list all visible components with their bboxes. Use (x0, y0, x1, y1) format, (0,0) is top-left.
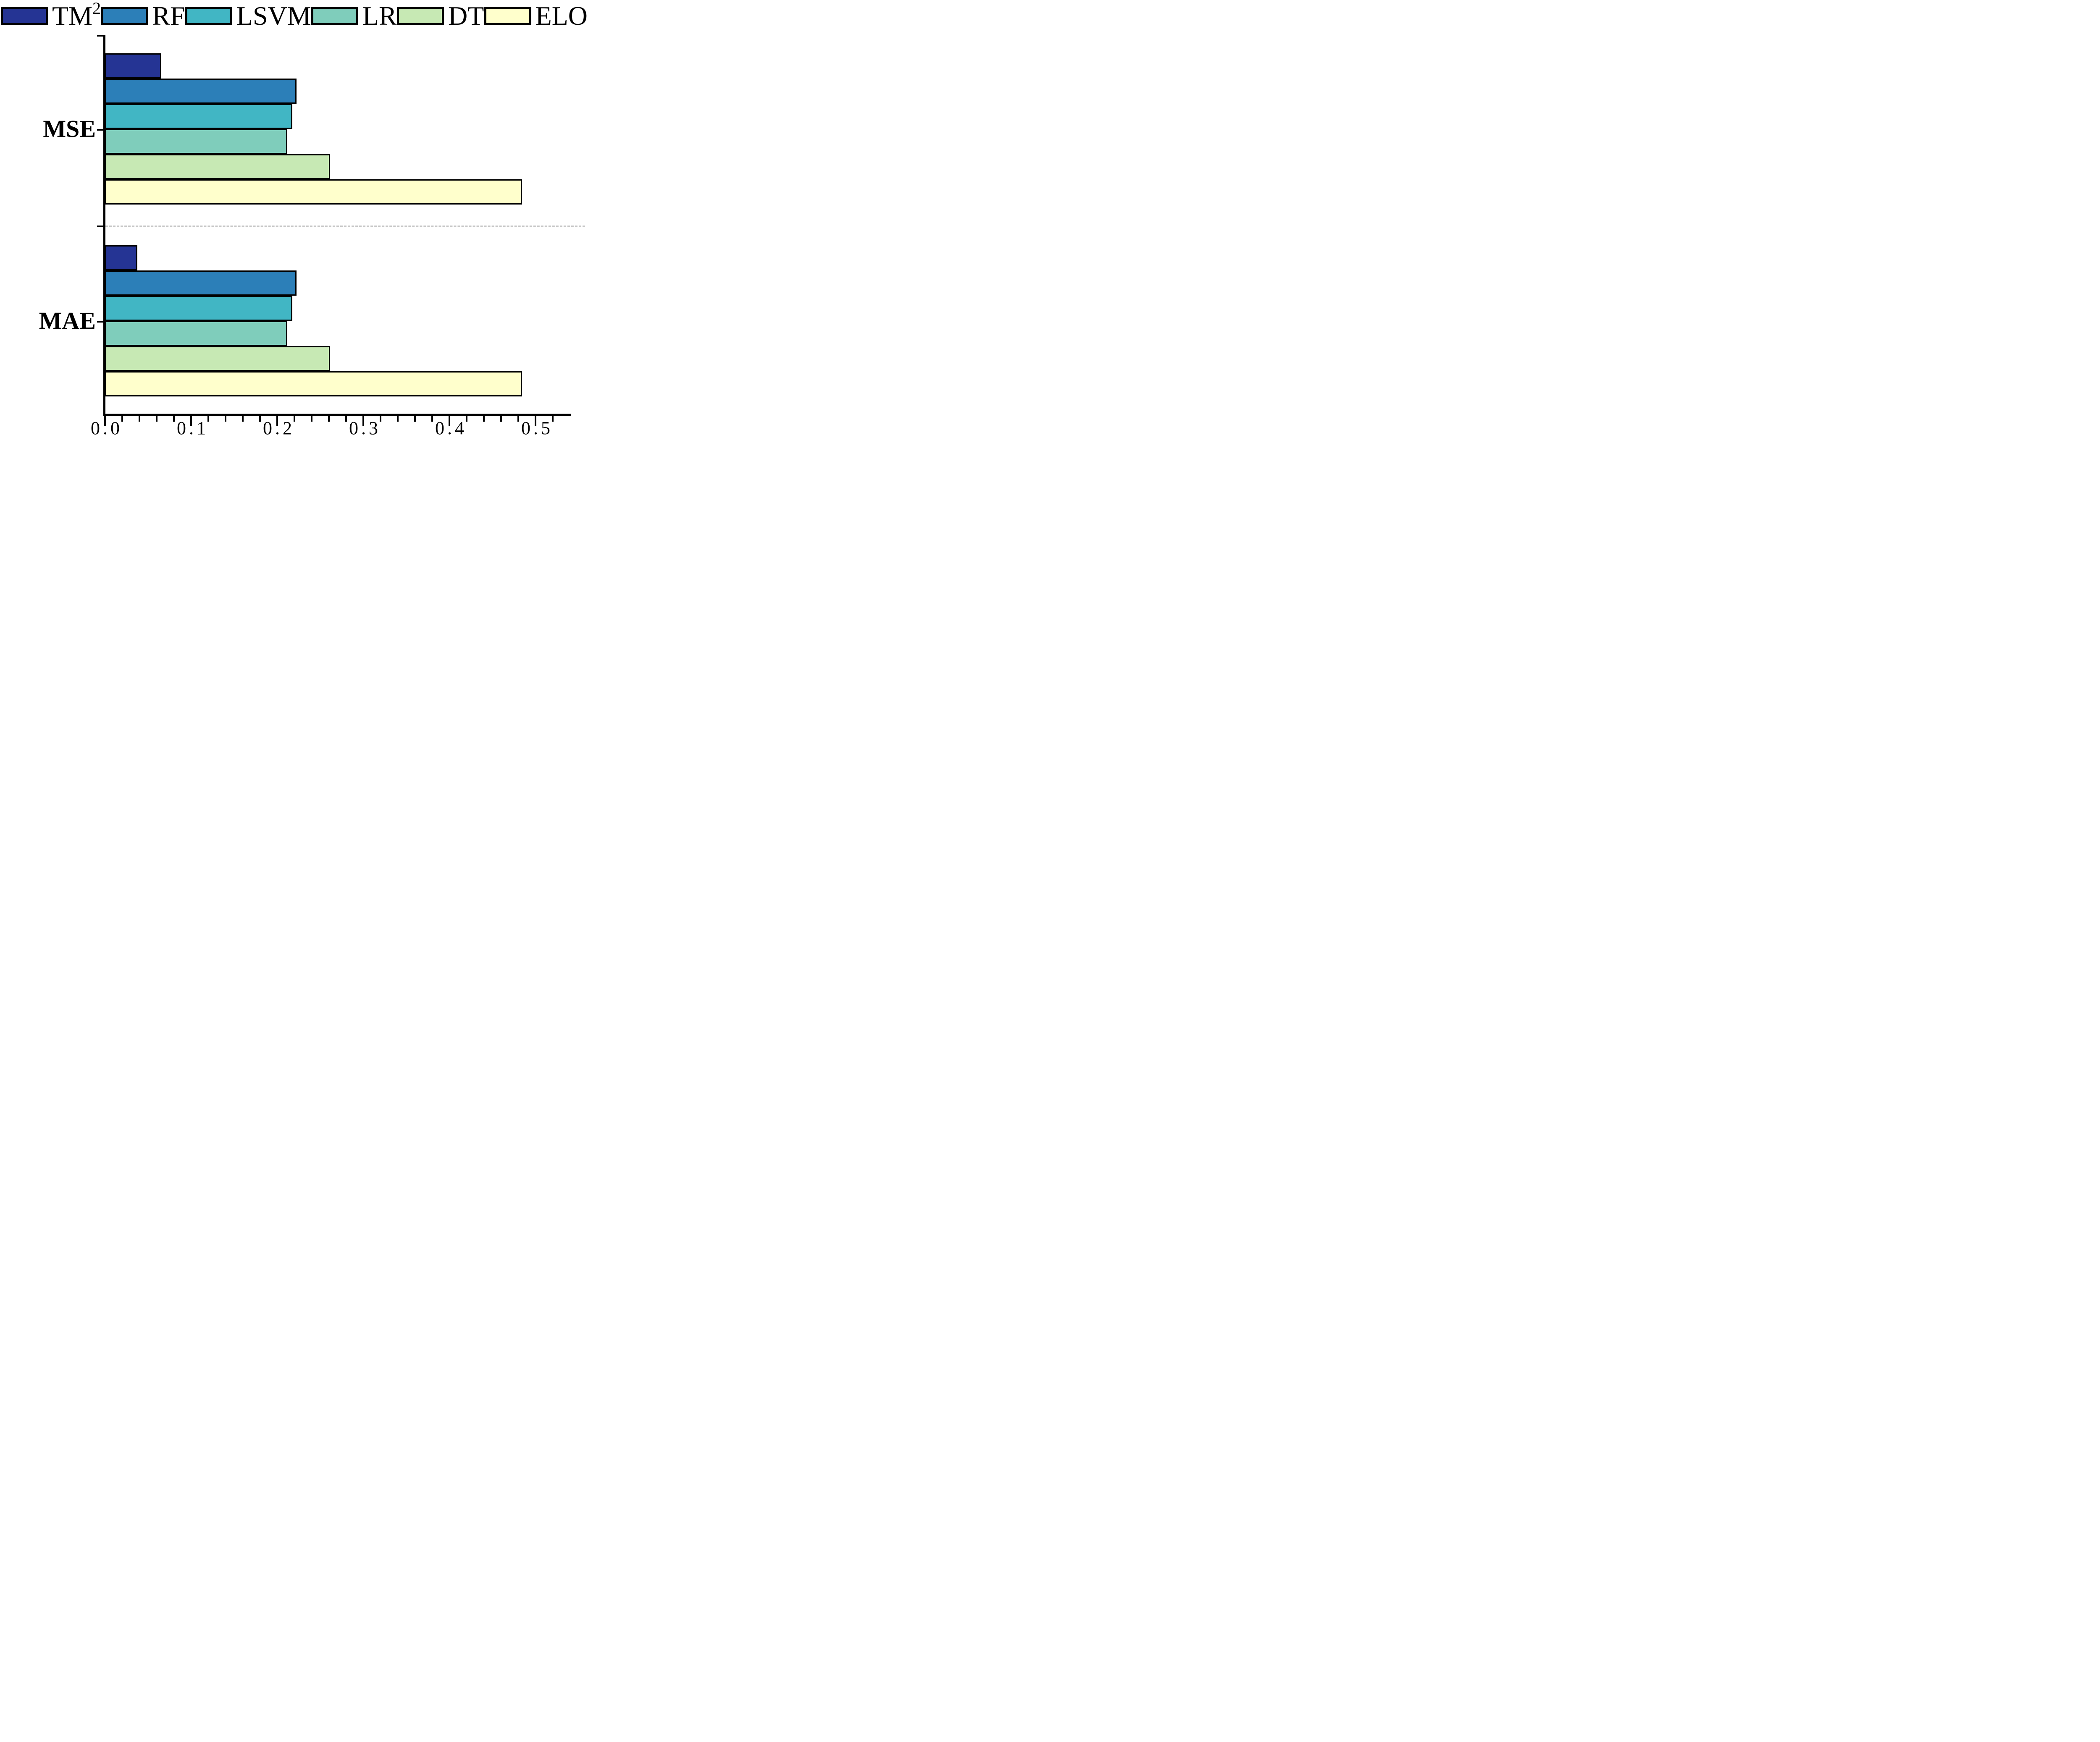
y-axis-line (103, 35, 105, 416)
group-separator-line (105, 226, 585, 227)
bar-mae-elo (105, 371, 522, 396)
bar-mae-rf (105, 270, 297, 296)
group-label-mse: MSE (43, 115, 96, 142)
x-axis-minor-tick-23 (500, 416, 502, 422)
legend-item-rf: RF (101, 3, 185, 29)
x-axis-major-tick-2 (276, 416, 278, 426)
x-axis-minor-tick-19 (431, 416, 433, 422)
bar-mse-lr (105, 129, 287, 154)
y-axis-tick-2 (97, 226, 103, 227)
x-axis-tick-label-0: 0.0 (91, 418, 123, 438)
x-axis-tick-label-3: 0.3 (349, 418, 381, 438)
y-axis-tick-1 (97, 129, 103, 131)
x-axis-minor-tick-7 (225, 416, 226, 422)
x-axis-minor-tick-26 (552, 416, 554, 422)
bar-chart-figure: TM2 RF LSVM LR DT ELO MSE MAE 0.0 0.1 0.2 0.3 0.4… (0, 0, 588, 438)
plot-area: MSE MAE 0.0 0.1 0.2 0.3 0.4 0.5 (0, 0, 588, 438)
legend-item-tm2: TM2 (1, 0, 101, 31)
legend-label-dt: DT (448, 3, 484, 29)
bar-mae-tm2 (105, 245, 137, 270)
x-axis-minor-tick-11 (294, 416, 295, 422)
legend-label-tm2: TM2 (52, 0, 101, 31)
bar-mse-tm2 (105, 53, 161, 79)
x-axis-minor-tick-4 (173, 416, 175, 422)
x-axis-major-tick-5 (535, 416, 536, 426)
x-axis-tick-label-2: 0.2 (263, 418, 295, 438)
legend-swatch-tm2 (1, 7, 48, 25)
legend-item-dt: DT (397, 3, 484, 29)
x-axis-major-tick-4 (449, 416, 450, 426)
legend-label-text: RF (152, 1, 185, 31)
x-axis-minor-tick-1 (121, 416, 123, 422)
bar-mae-lr (105, 321, 287, 346)
x-axis-minor-tick-9 (259, 416, 261, 422)
x-axis-tick-label-5: 0.5 (521, 418, 553, 438)
x-axis-tick-label-1: 0.1 (177, 418, 209, 438)
x-axis-minor-tick-21 (466, 416, 467, 422)
x-axis-minor-tick-22 (483, 416, 485, 422)
y-axis-tick-0 (97, 35, 103, 37)
x-axis-minor-tick-3 (156, 416, 158, 422)
legend-item-elo: ELO (484, 3, 588, 29)
legend: TM2 RF LSVM LR DT ELO (1, 0, 588, 31)
x-axis-minor-tick-14 (345, 416, 347, 422)
legend-label-text: LSVM (236, 1, 311, 31)
x-axis-minor-tick-17 (397, 416, 399, 422)
x-axis-tick-label-4: 0.4 (435, 418, 467, 438)
x-axis-minor-tick-2 (139, 416, 140, 422)
legend-label-superscript: 2 (92, 0, 101, 18)
x-axis-major-tick-0 (104, 416, 106, 426)
bar-mse-elo (105, 179, 522, 205)
x-axis-line (103, 414, 571, 416)
legend-swatch-lr (311, 7, 358, 25)
legend-swatch-lsvm (185, 7, 232, 25)
legend-swatch-rf (101, 7, 148, 25)
x-axis-minor-tick-12 (311, 416, 312, 422)
bar-mse-rf (105, 79, 297, 104)
x-axis-minor-tick-8 (242, 416, 244, 422)
x-axis-major-tick-3 (362, 416, 364, 426)
bar-mse-dt (105, 154, 330, 179)
legend-label-text: ELO (535, 1, 588, 31)
legend-label-lsvm: LSVM (236, 3, 311, 29)
x-axis-minor-tick-24 (517, 416, 519, 422)
legend-label-elo: ELO (536, 3, 588, 29)
legend-item-lsvm: LSVM (185, 3, 311, 29)
y-axis-tick-3 (97, 321, 103, 323)
legend-swatch-elo (484, 7, 531, 25)
legend-label-text: DT (448, 1, 484, 31)
group-label-mae: MAE (39, 307, 96, 334)
x-axis-minor-tick-16 (380, 416, 381, 422)
x-axis-minor-tick-18 (414, 416, 416, 422)
legend-label-rf: RF (152, 3, 185, 29)
x-axis-minor-tick-13 (328, 416, 330, 422)
legend-label-text: LR (362, 1, 397, 31)
legend-item-lr: LR (311, 3, 397, 29)
bar-mae-dt (105, 346, 330, 371)
legend-swatch-dt (397, 7, 444, 25)
legend-label-text: TM (52, 1, 92, 31)
x-axis-major-tick-1 (190, 416, 192, 426)
bar-mse-lsvm (105, 104, 292, 129)
legend-label-lr: LR (362, 3, 397, 29)
bar-mae-lsvm (105, 296, 292, 321)
x-axis-minor-tick-6 (207, 416, 209, 422)
